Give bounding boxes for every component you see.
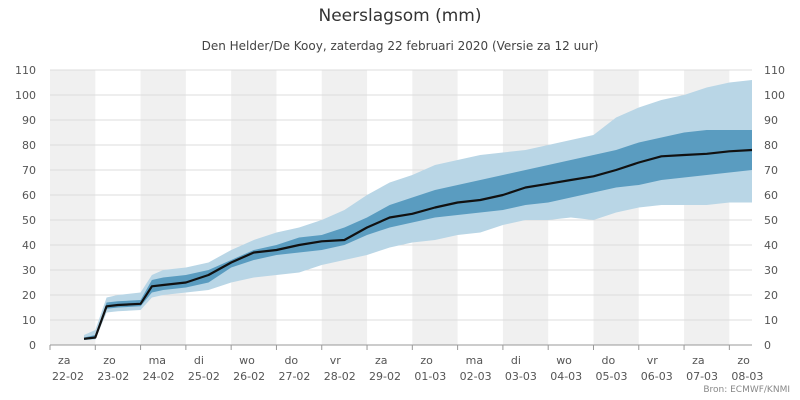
- x-tick-date: 24-02: [143, 370, 175, 383]
- x-tick-date: 08-03: [731, 370, 763, 383]
- x-tick-date: 02-03: [460, 370, 492, 383]
- y-tick-label-right: 10: [764, 314, 778, 327]
- y-tick-label-right: 30: [764, 264, 778, 277]
- x-tick-date: 22-02: [52, 370, 84, 383]
- x-tick-date: 23-02: [97, 370, 129, 383]
- x-tick-weekday: za: [375, 354, 388, 367]
- x-tick-weekday: zo: [103, 354, 116, 367]
- x-tick-date: 27-02: [278, 370, 310, 383]
- x-tick-weekday: vr: [647, 354, 659, 367]
- y-tick-label-right: 70: [764, 164, 778, 177]
- y-tick-label-left: 90: [22, 114, 36, 127]
- x-tick-weekday: di: [511, 354, 521, 367]
- y-tick-label-left: 100: [15, 89, 36, 102]
- y-tick-label-left: 10: [22, 314, 36, 327]
- y-tick-label-left: 80: [22, 139, 36, 152]
- y-tick-label-right: 110: [764, 64, 785, 77]
- y-tick-label-right: 90: [764, 114, 778, 127]
- y-tick-label-left: 0: [29, 339, 36, 352]
- x-tick-weekday: zo: [420, 354, 433, 367]
- x-tick-weekday: za: [58, 354, 71, 367]
- x-tick-weekday: ma: [466, 354, 483, 367]
- inner-uncertainty-band: [84, 130, 752, 340]
- x-tick-weekday: di: [194, 354, 204, 367]
- x-tick-date: 28-02: [324, 370, 356, 383]
- x-tick-date: 06-03: [641, 370, 673, 383]
- y-tick-label-left: 20: [22, 289, 36, 302]
- y-tick-label-right: 50: [764, 214, 778, 227]
- chart-subtitle: Den Helder/De Kooy, zaterdag 22 februari…: [201, 39, 599, 53]
- y-tick-label-left: 50: [22, 214, 36, 227]
- y-tick-label-left: 60: [22, 189, 36, 202]
- x-tick-date: 01-03: [414, 370, 446, 383]
- x-tick-date: 03-03: [505, 370, 537, 383]
- y-tick-label-left: 40: [22, 239, 36, 252]
- y-tick-label-right: 60: [764, 189, 778, 202]
- y-tick-label-right: 20: [764, 289, 778, 302]
- median-line: [83, 148, 753, 340]
- y-tick-label-right: 0: [764, 339, 771, 352]
- x-tick-date: 05-03: [595, 370, 627, 383]
- y-tick-label-left: 30: [22, 264, 36, 277]
- x-tick-weekday: do: [601, 354, 615, 367]
- x-tick-weekday: wo: [239, 354, 255, 367]
- chart-title: Neerslagsom (mm): [318, 6, 482, 26]
- y-tick-label-left: 70: [22, 164, 36, 177]
- x-tick-weekday: za: [692, 354, 705, 367]
- x-tick-date: 26-02: [233, 370, 265, 383]
- x-tick-weekday: wo: [556, 354, 572, 367]
- y-tick-label-right: 100: [764, 89, 785, 102]
- x-tick-date: 04-03: [550, 370, 582, 383]
- credits-text: Bron: ECMWF/KNMI: [703, 385, 790, 395]
- x-tick-date: 29-02: [369, 370, 401, 383]
- day-stripe: [140, 70, 186, 345]
- x-tick-weekday: vr: [330, 354, 342, 367]
- x-tick-weekday: zo: [737, 354, 750, 367]
- x-tick-date: 07-03: [686, 370, 718, 383]
- x-tick-date: 25-02: [188, 370, 220, 383]
- day-stripe: [231, 70, 277, 345]
- y-tick-label-right: 40: [764, 239, 778, 252]
- x-tick-weekday: ma: [149, 354, 166, 367]
- y-tick-label-left: 110: [15, 64, 36, 77]
- y-tick-label-right: 80: [764, 139, 778, 152]
- x-tick-weekday: do: [284, 354, 298, 367]
- day-stripe: [50, 70, 96, 345]
